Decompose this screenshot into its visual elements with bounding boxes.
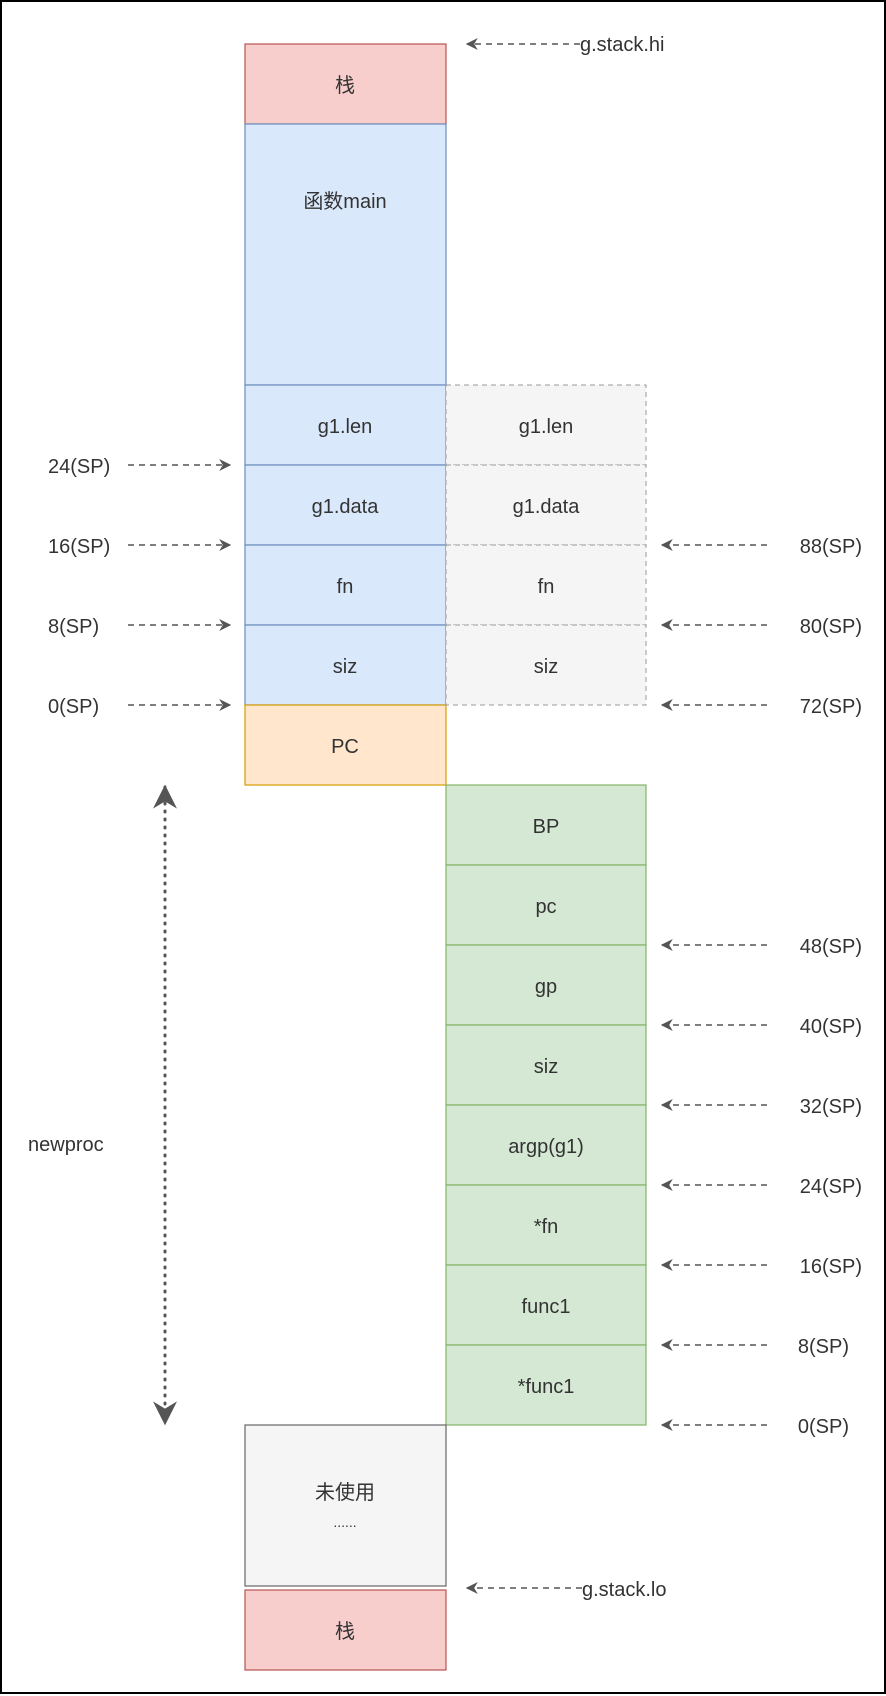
stack-lo-label: g.stack.lo <box>582 1579 666 1601</box>
main-frame-box <box>244 123 447 386</box>
left-offset-16: 16(SP) <box>48 536 110 558</box>
ghost-cell-fn-label: fn <box>538 576 555 598</box>
green-cell-func1-label: func1 <box>522 1296 571 1318</box>
left-offsets: 24(SP) 16(SP) 8(SP) 0(SP) <box>48 456 232 718</box>
left-offset-8: 8(SP) <box>48 616 99 638</box>
right-offset-24: 24(SP) <box>800 1176 862 1198</box>
main-cell-fn <box>244 544 447 626</box>
green-cell-func1ptr <box>445 1344 647 1426</box>
stack-bottom-label: 栈 <box>335 1620 355 1643</box>
stack-bottom-box <box>244 1589 447 1671</box>
ghost-cell-g1-len <box>445 384 647 466</box>
green-cell-gp <box>445 944 647 1026</box>
unused-box <box>244 1424 447 1587</box>
main-cell-g1-data-label: g1.data <box>312 496 380 518</box>
main-frame-label: 函数main <box>303 190 386 213</box>
stack-hi-label: g.stack.hi <box>580 34 664 56</box>
green-cell-fnptr-label: *fn <box>534 1216 558 1238</box>
ghost-cell-fn <box>445 544 647 626</box>
green-cell-func1 <box>445 1264 647 1346</box>
green-cell-fnptr <box>445 1184 647 1266</box>
main-cell-fn-label: fn <box>337 576 354 598</box>
unused-dots: ...... <box>333 1514 356 1530</box>
left-offset-24: 24(SP) <box>48 456 110 478</box>
ghost-cell-g1-len-label: g1.len <box>519 416 574 438</box>
right-offset-16: 16(SP) <box>800 1256 862 1278</box>
green-cell-siz <box>445 1024 647 1106</box>
ghost-cell-g1-data <box>445 464 647 546</box>
right-offset-80: 80(SP) <box>800 616 862 638</box>
newproc-frame: BP pc gp siz argp(g1) *fn func1 *func1 <box>445 784 647 1426</box>
unused-label: 未使用 <box>315 1481 375 1504</box>
ghost-cell-g1-data-label: g1.data <box>513 496 581 518</box>
green-cell-pc-label: pc <box>535 896 556 918</box>
stack-top-label: 栈 <box>335 74 355 97</box>
right-offset-0: 0(SP) <box>798 1416 849 1438</box>
green-cell-argp <box>445 1104 647 1186</box>
left-offset-0: 0(SP) <box>48 696 99 718</box>
right-offset-8: 8(SP) <box>798 1336 849 1358</box>
main-cell-siz-label: siz <box>333 656 357 678</box>
main-arg-cells: g1.len g1.data fn siz <box>244 384 447 706</box>
main-cell-g1-data <box>244 464 447 546</box>
newproc-label: newproc <box>28 1134 104 1156</box>
green-cell-siz-label: siz <box>534 1056 558 1078</box>
right-offset-32: 32(SP) <box>800 1096 862 1118</box>
green-cell-pc <box>445 864 647 946</box>
right-offset-48: 48(SP) <box>800 936 862 958</box>
right-offset-72: 72(SP) <box>800 696 862 718</box>
stack-top-box <box>244 43 447 125</box>
main-cell-g1-len-label: g1.len <box>318 416 373 438</box>
green-cell-argp-label: argp(g1) <box>508 1136 584 1158</box>
green-cell-gp-label: gp <box>535 976 557 998</box>
right-offsets-lower: 48(SP) 40(SP) 32(SP) 24(SP) 16(SP) 8(SP)… <box>660 936 862 1438</box>
right-offsets-upper: 88(SP) 80(SP) 72(SP) <box>660 536 862 718</box>
green-cell-func1ptr-label: *func1 <box>518 1376 575 1398</box>
main-cell-siz <box>244 624 447 706</box>
main-cell-g1-len <box>244 384 447 466</box>
green-cell-bp-label: BP <box>533 816 560 838</box>
ghost-cell-siz-label: siz <box>534 656 558 678</box>
ghost-column: g1.len g1.data fn siz <box>445 384 647 706</box>
right-offset-40: 40(SP) <box>800 1016 862 1038</box>
right-offset-88: 88(SP) <box>800 536 862 558</box>
ghost-cell-siz <box>445 624 647 706</box>
pc-box <box>244 704 447 786</box>
pc-label: PC <box>331 736 359 758</box>
